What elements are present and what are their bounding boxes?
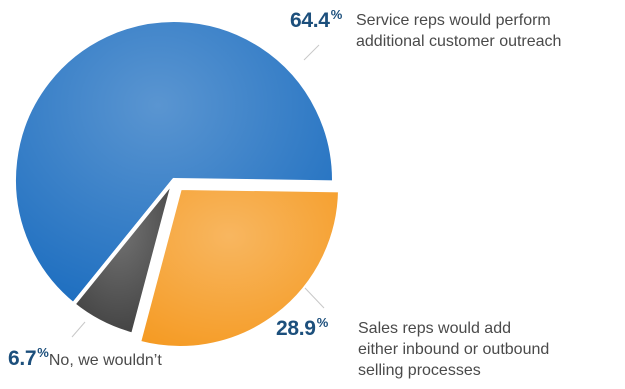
slice-label-no-text: No, we wouldn’t [48,352,162,369]
percent-symbol: % [316,315,329,330]
percent-symbol: % [330,7,343,22]
leader-line-sales [304,287,325,309]
percent-symbol: % [37,345,49,360]
pie-slice-no-shading [73,180,174,335]
slice-label-sales-line-2: either inbound or outbound [358,341,550,358]
slice-value-service: 64.4 [290,9,330,32]
leader-line-no [71,321,86,338]
slice-label-sales: 28.9% Sales reps would add either inboun… [276,315,549,379]
leader-line-service [303,44,320,61]
slice-label-service-line-2: additional customer outreach [356,33,562,50]
pie-slice-sales-shading [138,187,341,348]
slice-label-service: 64.4% Service reps would perform additio… [290,7,561,50]
slice-label-sales-line-1: Sales reps would add [358,320,511,337]
slice-label-sales-line-3: selling processes [358,362,481,379]
slice-label-service-line-1: Service reps would perform [356,12,551,29]
slice-value-sales: 28.9 [276,317,316,340]
slice-label-no: 6.7%No, we wouldn’t [8,345,162,371]
pie-slice-service-shading [14,19,334,305]
slice-value-no: 6.7 [8,347,37,370]
